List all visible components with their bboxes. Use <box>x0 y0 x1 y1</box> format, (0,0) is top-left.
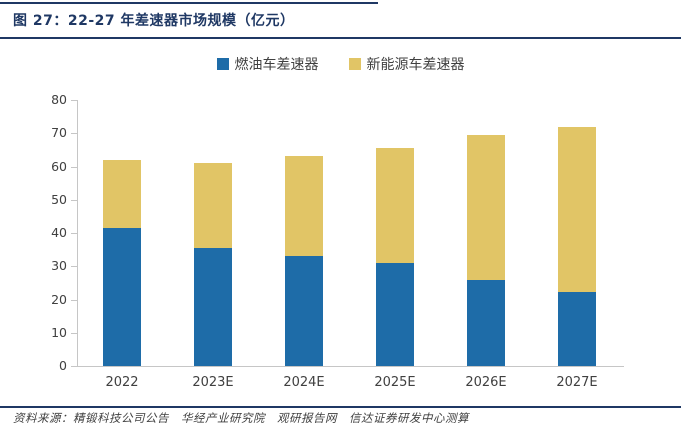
x-label-2027e: 2027E <box>556 375 598 390</box>
bar-segment-2025e-series0 <box>376 262 414 366</box>
source-note: 资料来源：精锻科技公司公告 华经产业研究院 观研报告网 信达证券研发中心测算 <box>13 411 469 425</box>
title-divider-rule <box>0 37 681 39</box>
chart-legend: 燃油车差速器 新能源车差速器 <box>0 55 681 73</box>
x-label-2026e: 2026E <box>465 375 507 390</box>
bar-segment-2024e-series1 <box>285 155 323 257</box>
bar-segment-2023e-series0 <box>194 248 232 366</box>
top-accent-rule <box>0 2 378 4</box>
y-tick-50 <box>71 199 77 201</box>
legend-label-nev: 新能源车差速器 <box>366 57 465 73</box>
bar-segment-2027e-series0 <box>558 292 596 366</box>
y-label-60: 60 <box>51 158 67 174</box>
footer-divider-rule <box>0 406 681 408</box>
y-tick-30 <box>71 266 77 268</box>
bar-segment-2023e-series1 <box>194 162 232 249</box>
y-tick-70 <box>71 133 77 135</box>
y-label-0: 0 <box>59 358 67 373</box>
legend-label-fuel: 燃油车差速器 <box>234 57 319 73</box>
y-tick-0 <box>71 366 77 367</box>
y-label-40: 40 <box>51 225 67 240</box>
x-axis-line <box>77 366 624 367</box>
y-label-80: 80 <box>51 92 67 107</box>
bar-segment-2022-series0 <box>103 228 141 366</box>
bar-segment-2026e-series0 <box>467 279 505 366</box>
bar-segment-2022-series1 <box>103 160 141 229</box>
y-axis-line <box>77 100 78 367</box>
x-label-2022: 2022 <box>105 375 139 390</box>
figure-title: 图 27：22-27 年差速器市场规模（亿元） <box>13 13 295 29</box>
legend-item-fuel: 燃油车差速器 <box>216 54 319 74</box>
bar-segment-2024e-series0 <box>285 256 323 366</box>
bar-segment-2027e-series1 <box>558 126 596 293</box>
x-label-2023e: 2023E <box>192 375 234 390</box>
legend-swatch-nev <box>348 58 361 70</box>
y-tick-40 <box>71 233 77 234</box>
x-label-2025e: 2025E <box>374 375 416 390</box>
y-tick-10 <box>71 332 77 334</box>
x-label-2024e: 2024E <box>283 375 325 390</box>
y-label-70: 70 <box>51 125 67 141</box>
legend-swatch-fuel <box>216 58 229 70</box>
legend-item-nev: 新能源车差速器 <box>348 54 465 74</box>
y-label-50: 50 <box>51 191 67 207</box>
bar-segment-2026e-series1 <box>467 135 505 280</box>
y-label-30: 30 <box>51 258 67 274</box>
y-tick-20 <box>71 299 77 301</box>
y-label-20: 20 <box>51 291 67 307</box>
bar-segment-2025e-series1 <box>376 147 414 263</box>
y-tick-60 <box>71 166 77 168</box>
y-label-10: 10 <box>51 324 67 340</box>
y-tick-80 <box>71 100 77 101</box>
